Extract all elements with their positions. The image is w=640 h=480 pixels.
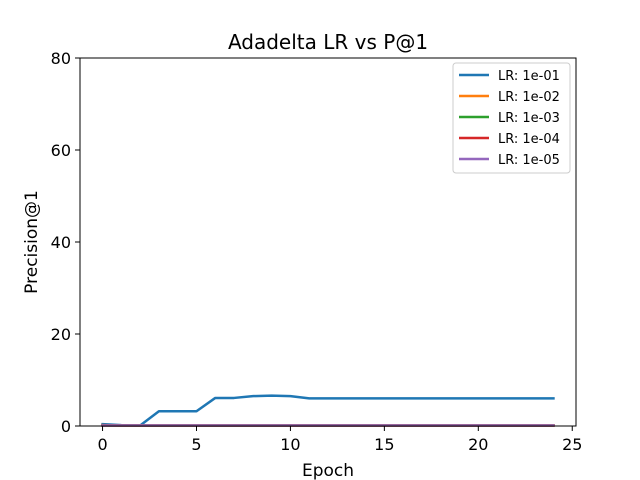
x-tick-label: 20 — [468, 435, 488, 454]
x-tick-label: 25 — [562, 435, 582, 454]
x-tick-label: 5 — [191, 435, 201, 454]
x-tick-label: 0 — [97, 435, 107, 454]
legend-box — [452, 62, 571, 174]
x-tick-label: 10 — [280, 435, 300, 454]
y-axis: 0 20 40 60 80 — [51, 49, 80, 436]
series-line-1 — [101, 394, 555, 427]
y-tick-label: 80 — [51, 49, 71, 68]
y-tick-label: 60 — [51, 141, 71, 160]
y-tick-label: 40 — [51, 233, 71, 252]
chart-title: Adadelta LR vs P@1 — [228, 30, 428, 54]
legend-items: LR: 1e-01 LR: 1e-02 LR: 1e-03 LR: 1e-04 LR: … — [459, 69, 560, 168]
y-tick-label: 0 — [61, 417, 71, 436]
x-axis: 0 5 10 15 20 25 — [97, 426, 582, 454]
legend: LR: 1e-01 LR: 1e-02 LR: 1e-03 LR: 1e-04 LR: … — [452, 62, 571, 174]
x-axis-label: Epoch — [302, 461, 354, 480]
y-tick-label: 20 — [51, 325, 71, 344]
legend-label: LR: 1e-01 — [498, 69, 560, 84]
legend-label: LR: 1e-04 — [498, 132, 560, 147]
legend-label: LR: 1e-02 — [498, 90, 560, 105]
legend-label: LR: 1e-03 — [498, 111, 560, 126]
y-axis-label: Precision@1 — [22, 190, 42, 294]
x-tick-label: 15 — [374, 435, 394, 454]
legend-label: LR: 1e-05 — [498, 153, 560, 168]
